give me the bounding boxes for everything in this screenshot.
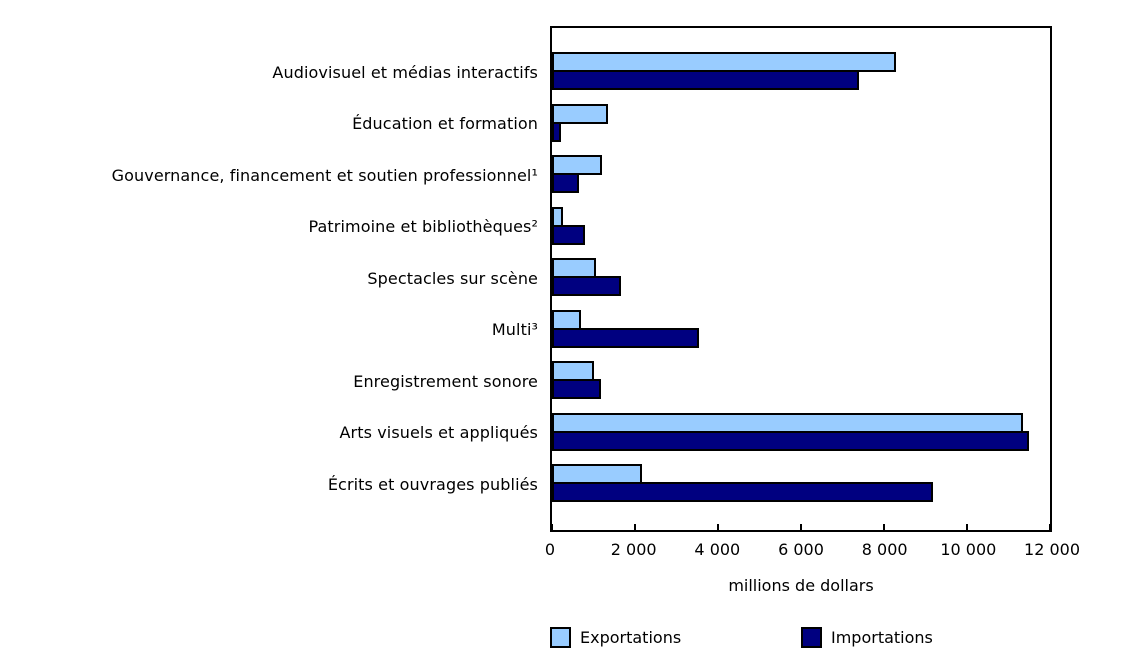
legend-item-importations: Importations [801, 627, 933, 648]
legend-swatch-importations [801, 627, 822, 648]
bar-exportations [552, 103, 609, 124]
x-tick-label: 12 000 [1024, 540, 1080, 559]
bar-importations [552, 327, 700, 348]
x-tick-label: 0 [544, 540, 556, 559]
bar-exportations [552, 206, 563, 227]
bar-exportations [552, 412, 1023, 433]
x-tick-mark [883, 524, 885, 530]
category-label: Multi³ [491, 320, 538, 339]
bar-importations [552, 173, 579, 193]
category-label: Patrimoine et bibliothèques² [308, 217, 538, 236]
x-tick-mark [800, 524, 802, 530]
bar-group [552, 206, 1050, 247]
x-tick-label: 10 000 [940, 540, 997, 559]
x-tick-mark [966, 524, 968, 530]
x-tick-label: 8 000 [861, 540, 908, 559]
x-tick-mark [717, 524, 719, 530]
bar-importations [552, 121, 562, 142]
legend: Exportations Importations [550, 627, 1052, 651]
bar-group [552, 155, 1050, 195]
bar-group [552, 464, 1050, 504]
bar-group [552, 103, 1050, 144]
bar-importations [552, 276, 622, 296]
bar-exportations [552, 155, 603, 175]
x-tick-label: 6 000 [778, 540, 824, 559]
bar-importations [552, 70, 860, 90]
x-tick-mark [634, 524, 636, 530]
legend-label: Importations [831, 628, 933, 647]
bar-group [552, 412, 1050, 453]
bar-exportations [552, 309, 582, 330]
legend-item-exportations: Exportations [550, 627, 681, 648]
plot-area [550, 26, 1052, 532]
category-label: Gouvernance, financement et soutien prof… [111, 165, 538, 185]
x-tick-label: 2 000 [610, 540, 657, 559]
category-label: Spectacles sur scène [367, 268, 538, 288]
bar-importations [552, 379, 601, 399]
category-label: Arts visuels et appliqués [339, 423, 538, 442]
category-labels: Audiovisuel et médias interactifs Éducati… [0, 52, 538, 504]
x-tick-mark [551, 524, 553, 530]
bar-group [552, 309, 1050, 350]
x-axis-title: millions de dollars [728, 576, 874, 595]
category-label: Écrits et ouvrages publiés [327, 474, 538, 494]
bar-importations [552, 430, 1030, 451]
bar-group [552, 52, 1050, 92]
bar-exportations [552, 361, 594, 381]
bars-container [552, 52, 1050, 504]
bar-exportations [552, 52, 897, 72]
x-axis-tick-labels: 0 2 000 4 000 6 000 8 000 10 000 12 000 [545, 540, 1080, 560]
bar-importations [552, 224, 586, 245]
bar-group [552, 361, 1050, 401]
x-tick-label: 4 000 [694, 540, 741, 559]
category-label: Enregistrement sonore [353, 371, 538, 391]
bar-exportations [552, 464, 643, 484]
legend-swatch-exportations [550, 627, 571, 648]
bar-group [552, 258, 1050, 298]
category-label: Éducation et formation [352, 114, 538, 133]
bar-importations [552, 482, 934, 502]
x-tick-mark [1049, 524, 1051, 530]
bar-exportations [552, 258, 596, 278]
category-label: Audiovisuel et médias interactifs [272, 62, 538, 82]
legend-label: Exportations [580, 628, 682, 647]
